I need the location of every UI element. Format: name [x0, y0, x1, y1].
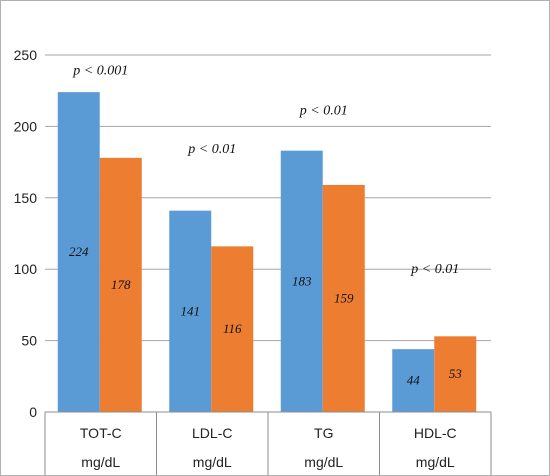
category-unit: mg/dL — [81, 454, 120, 470]
data-label: 159 — [334, 290, 354, 305]
annotations: p < 0.001 p < 0.01 p < 0.01 p < 0.01 — [72, 63, 459, 276]
bar — [57, 92, 100, 413]
p-value-annotation: p < 0.01 — [410, 262, 459, 277]
category-unit: mg/dL — [416, 454, 455, 470]
bar — [280, 150, 323, 412]
category-unit: mg/dL — [304, 454, 343, 470]
data-label: 53 — [449, 366, 463, 381]
data-labels: 224 141 183 44 178 116 159 53 — [69, 244, 462, 388]
category-label: TOT-C — [80, 425, 122, 441]
data-label: 224 — [69, 244, 89, 259]
data-label: 141 — [181, 303, 201, 318]
category-label: HDL-C — [414, 425, 457, 441]
category-unit: mg/dL — [193, 454, 232, 470]
bar — [434, 336, 477, 412]
data-label: 178 — [111, 277, 131, 292]
y-tick-label: 50 — [21, 333, 37, 349]
category-table: TOT-C mg/dL LDL-C mg/dL TG mg/dL HDL-C mg/dL — [44, 411, 492, 475]
bar — [169, 210, 212, 412]
data-label: 44 — [407, 373, 421, 388]
p-value-annotation: p < 0.001 — [72, 63, 128, 78]
data-label: 183 — [292, 273, 312, 288]
y-tick-label: 250 — [14, 47, 38, 63]
y-tick-label: 0 — [29, 404, 37, 420]
bar — [392, 349, 435, 412]
p-value-annotation: p < 0.01 — [187, 142, 236, 157]
y-tick-label: 200 — [14, 118, 38, 134]
data-label: 116 — [223, 321, 242, 336]
category-label: LDL-C — [192, 425, 232, 441]
p-value-annotation: p < 0.01 — [299, 103, 348, 118]
bar — [99, 157, 142, 412]
bars — [57, 92, 477, 413]
y-tick-label: 100 — [14, 261, 38, 277]
y-axis-ticks: 0 50 100 150 200 250 — [14, 47, 38, 420]
bar — [211, 246, 254, 412]
category-label: TG — [314, 425, 333, 441]
y-tick-label: 150 — [14, 190, 38, 206]
bar — [322, 184, 365, 412]
